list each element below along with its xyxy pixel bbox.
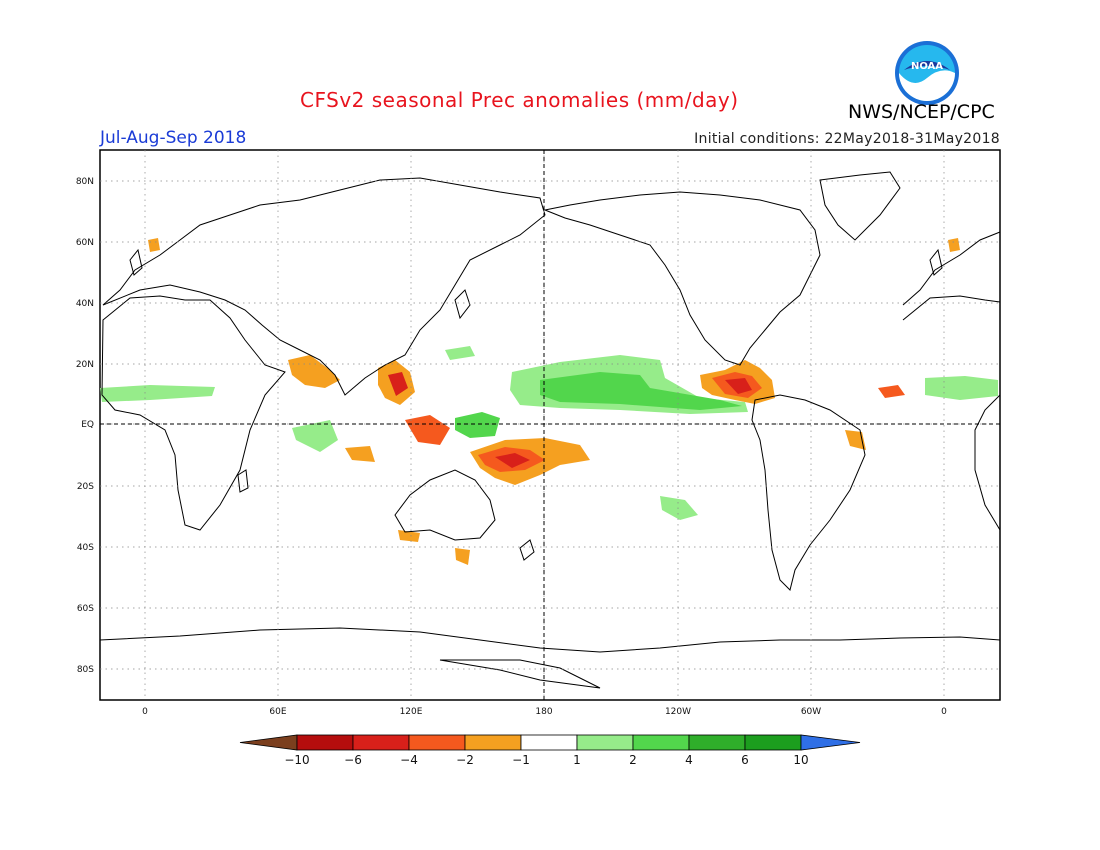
colorbar-label: 6 xyxy=(741,753,749,767)
lat-label: 80N xyxy=(76,177,94,187)
colorbar-swatch xyxy=(464,734,522,751)
coast-antarctica-lower xyxy=(439,659,601,689)
colorbar-right-arrow xyxy=(800,734,861,751)
coast-australia xyxy=(394,469,496,541)
lat-label: 60N xyxy=(76,238,94,248)
coast-europe-right xyxy=(902,231,1001,306)
colorbar-label: −4 xyxy=(400,753,418,767)
coast-uk-right xyxy=(929,248,943,276)
lon-label: 0 xyxy=(941,707,947,717)
map-frame xyxy=(99,149,1001,701)
colorbar-swatch xyxy=(744,734,802,751)
coast-madagascar xyxy=(237,469,249,493)
colorbar-label: 10 xyxy=(793,753,808,767)
coast-uk xyxy=(129,248,143,276)
lat-label: 40N xyxy=(76,299,94,309)
precip-anomalies xyxy=(100,238,998,565)
coast-eurasia xyxy=(102,177,546,396)
coast-north-america xyxy=(543,191,821,366)
coast-nz-island xyxy=(519,539,535,561)
lon-label: 60W xyxy=(801,707,821,717)
lon-label: 0 xyxy=(142,707,148,717)
colorbar-label: −1 xyxy=(512,753,530,767)
latitude-labels: 80N 60N 40N 20N EQ 20S 40S 60S 80S xyxy=(76,177,94,675)
chart-title: CFSv2 seasonal Prec anomalies (mm/day) xyxy=(300,88,739,112)
coast-japan xyxy=(454,289,471,320)
lat-label: EQ xyxy=(81,420,94,430)
lat-label: 60S xyxy=(77,604,94,614)
anomaly-negative-scandinavia xyxy=(148,238,160,252)
colorbar-label: −2 xyxy=(456,753,474,767)
colorbar-swatch xyxy=(352,734,410,751)
coast-antarctica xyxy=(99,627,1001,653)
anomaly-negative-indonesia xyxy=(405,415,450,445)
colorbar-left-arrow xyxy=(239,734,298,751)
colorbar-swatch xyxy=(688,734,746,751)
coast-south-america xyxy=(751,394,866,591)
colorbar-swatch xyxy=(576,734,634,751)
coast-africa-right xyxy=(902,295,1001,321)
coastlines xyxy=(99,171,1001,689)
lat-label: 40S xyxy=(77,543,94,553)
anomaly-positive-png xyxy=(455,412,500,438)
agency-label: NWS/NCEP/CPC xyxy=(848,101,995,123)
coast-africa xyxy=(101,295,286,531)
anomaly-positive-south-pacific xyxy=(660,496,698,520)
initial-conditions: Initial conditions: 22May2018-31May2018 xyxy=(694,131,1000,147)
lat-label: 80S xyxy=(77,665,94,675)
colorbar: −10 −6 −4 −2 −1 1 2 4 6 10 xyxy=(239,734,861,767)
anomaly-positive-indian xyxy=(292,420,338,452)
season-period: Jul-Aug-Sep 2018 xyxy=(100,128,247,148)
colorbar-label: −10 xyxy=(284,753,309,767)
coast-greenland xyxy=(819,171,901,241)
colorbar-label: 1 xyxy=(573,753,581,767)
colorbar-swatch xyxy=(296,734,354,751)
anomaly-negative-scandinavia-right xyxy=(948,238,960,252)
colorbar-swatch xyxy=(520,734,578,751)
lon-label: 120W xyxy=(665,707,691,717)
lon-label: 120E xyxy=(400,707,423,717)
colorbar-label: −6 xyxy=(344,753,362,767)
anomaly-negative-eq-indian xyxy=(345,446,375,462)
anomaly-negative-east-pacific-max xyxy=(725,378,752,394)
anomaly-negative-india xyxy=(288,355,340,388)
lat-label: 20S xyxy=(77,482,94,492)
longitude-labels: 0 60E 120E 180 120W 60W 0 xyxy=(142,707,947,717)
lon-label: 180 xyxy=(535,707,552,717)
logo-text: NOAA xyxy=(911,61,943,72)
anomaly-negative-philippines-core xyxy=(388,372,408,396)
anomaly-negative-australia xyxy=(398,530,420,542)
colorbar-swatch xyxy=(408,734,466,751)
lat-label: 20N xyxy=(76,360,94,370)
anomaly-positive-nw-pacific xyxy=(445,346,475,360)
coast-africa-right-south xyxy=(974,394,1001,531)
anomaly-negative-nz xyxy=(455,548,470,565)
anomaly-negative-sw-pacific-max xyxy=(495,453,530,468)
colorbar-label: 2 xyxy=(629,753,637,767)
lon-label: 60E xyxy=(269,707,286,717)
anomaly-positive-pacific-core xyxy=(540,372,742,410)
anomaly-negative-atlantic xyxy=(878,385,905,398)
anomaly-positive-africa-west xyxy=(100,385,215,402)
colorbar-label: 4 xyxy=(685,753,693,767)
colorbar-swatch xyxy=(632,734,690,751)
noaa-logo-icon: NOAA xyxy=(895,41,959,105)
anomaly-positive-atlantic xyxy=(925,376,998,400)
